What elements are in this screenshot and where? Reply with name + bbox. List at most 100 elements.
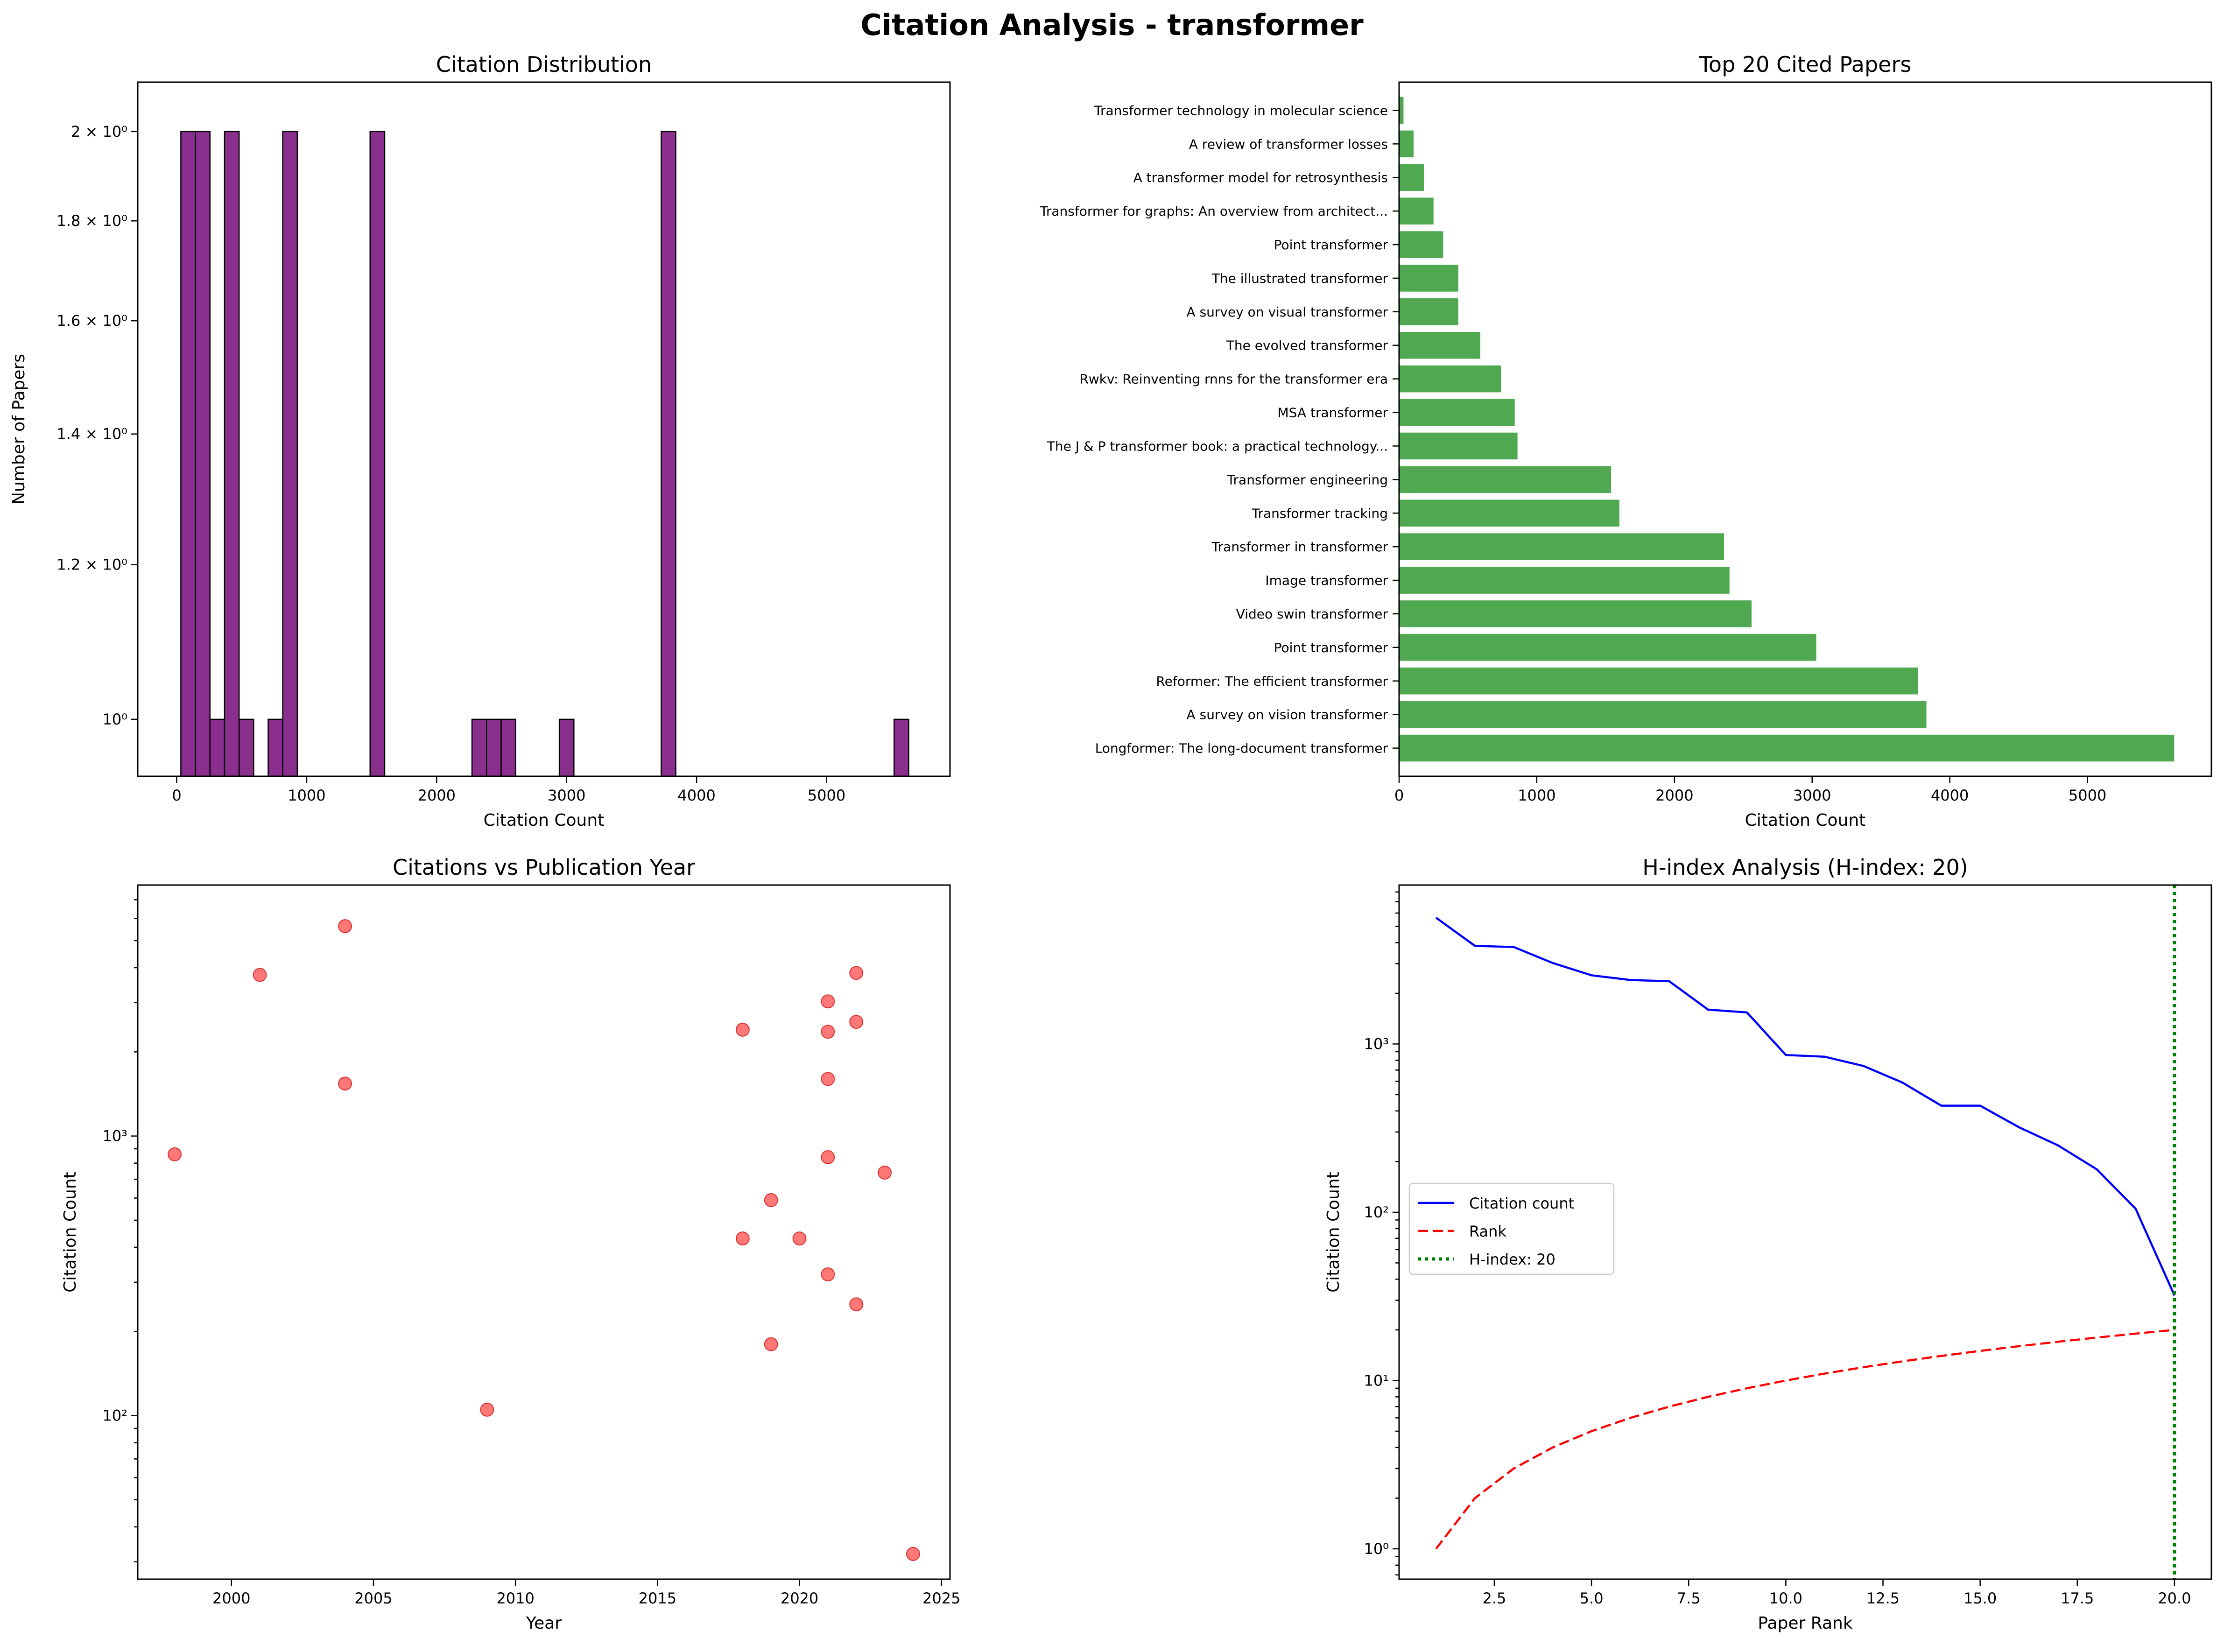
scatter-point (849, 1297, 864, 1312)
x-axis-label: Citation Count (1745, 811, 1866, 830)
panel-h-index: 2.5 5.0 7.5 10.0 12.5 15.0 17.5 20.0 10⁰ 10¹ 10² 10… (1324, 855, 2212, 1633)
axes-frame (137, 81, 951, 777)
bar-11 (1399, 399, 1515, 426)
panel-top-cited-papers: Longformer: The long-document transforme… (1040, 52, 2212, 830)
scatter-point (735, 1022, 750, 1037)
y-tick-label: 10⁰ (1364, 1540, 1389, 1558)
bar-10 (1399, 432, 1518, 460)
paper-label: Point transformer (1274, 640, 1388, 655)
bar-4 (1399, 634, 1816, 661)
paper-label: MSA transformer (1277, 405, 1388, 421)
bar-5 (1399, 600, 1752, 627)
paper-label: Rwkv: Reinventing rnns for the transform… (1079, 372, 1388, 387)
y-tick-label: 10¹ (1364, 1371, 1389, 1389)
paper-label: A review of transformer losses (1189, 136, 1388, 152)
legend-label: Citation count (1469, 1195, 1574, 1212)
histogram-bar (282, 131, 298, 777)
histogram-bar (486, 718, 502, 777)
y-tick-label: 1.2 × 10⁰ (56, 556, 127, 574)
histogram-bar (558, 718, 575, 777)
scatter-point (764, 1193, 778, 1207)
paper-label: The evolved transformer (1226, 338, 1388, 353)
paper-label: The J & P transformer book: a practical … (1047, 438, 1388, 454)
y-axis-label: Citation Count (61, 1172, 80, 1293)
y-axis-label: Citation Count (1324, 1172, 1343, 1293)
x-tick-label: 3000 (1793, 787, 1831, 804)
scatter-point (735, 1231, 750, 1246)
scatter-point (168, 1147, 182, 1161)
x-tick-label: 2005 (354, 1589, 392, 1607)
x-tick-label: 2010 (496, 1589, 534, 1607)
y-tick-label: 1.4 × 10⁰ (56, 425, 127, 443)
scatter-point (338, 919, 352, 934)
x-axis-label: Paper Rank (1758, 1614, 1852, 1633)
x-tick-label: 2000 (1655, 787, 1693, 804)
figure-title: Citation Analysis - transformer (860, 8, 1364, 42)
bar-14 (1399, 298, 1458, 325)
bar-13 (1399, 331, 1480, 359)
x-tick-label: 3000 (548, 787, 585, 804)
x-tick-label: 2025 (922, 1589, 960, 1607)
y-tick-label: 10⁰ (102, 710, 127, 728)
scatter-point (338, 1076, 352, 1091)
paper-label: Transformer in transformer (1211, 539, 1388, 555)
panel-citations-vs-year: 2000 2005 2010 2015 2020 2025 10² 10³ Citations … (61, 855, 960, 1633)
histogram-bar (661, 131, 676, 777)
y-tick-label: 2 × 10⁰ (71, 123, 127, 141)
x-tick-label: 4000 (677, 787, 715, 804)
x-axis-label: Year (526, 1614, 562, 1633)
x-tick-label: 1000 (1518, 787, 1555, 804)
paper-label: Transformer tracking (1252, 506, 1388, 521)
y-tick-label: 10² (102, 1407, 127, 1425)
y-axis-label: Number of Papers (9, 354, 28, 505)
histogram-bar (195, 131, 211, 777)
bar-8 (1399, 499, 1619, 527)
scatter-point (764, 1337, 778, 1351)
scatter-point (792, 1231, 807, 1246)
paper-label: Transformer engineering (1227, 472, 1388, 487)
x-tick-label: 2020 (781, 1589, 818, 1607)
y-tick-label: 1.8 × 10⁰ (56, 212, 127, 230)
bar-17 (1399, 197, 1434, 225)
x-tick-label: 15.0 (1964, 1589, 1997, 1607)
x-tick-label: 0 (172, 787, 181, 804)
panel-citation-distribution: 0 1000 2000 3000 4000 5000 10⁰ 1.2 × 10⁰ 1.4 × 1… (9, 52, 951, 830)
bar-1 (1399, 734, 2175, 762)
axes-frame (1398, 81, 2212, 777)
bar-3 (1399, 668, 1918, 695)
scatter-point (878, 1165, 892, 1180)
legend-box (1408, 1182, 1615, 1275)
x-tick-label: 4000 (1931, 787, 1969, 804)
bar-7 (1399, 533, 1724, 560)
x-tick-label: 5000 (2069, 787, 2106, 804)
paper-label: Image transformer (1265, 573, 1388, 588)
scatter-point (849, 1015, 864, 1029)
x-axis-label: Citation Count (484, 811, 605, 830)
paper-label: Transformer technology in molecular scie… (1094, 103, 1388, 118)
histogram-bar (267, 718, 283, 777)
bar-9 (1399, 466, 1612, 493)
scatter-point (821, 1072, 835, 1086)
histogram-bar (238, 718, 254, 777)
legend-label: H-index: 20 (1469, 1251, 1555, 1268)
histogram-bar (224, 131, 240, 777)
legend-label: Rank (1469, 1223, 1506, 1240)
scatter-point (821, 1025, 835, 1039)
paper-label: Point transformer (1274, 237, 1388, 253)
x-tick-label: 0 (1394, 787, 1404, 804)
scatter-point (821, 1267, 835, 1282)
histogram-bar (180, 131, 196, 777)
bar-18 (1399, 164, 1424, 191)
x-tick-label: 5.0 (1580, 1589, 1604, 1607)
series-line-1 (1435, 917, 2175, 1296)
axes-frame (1398, 884, 2212, 1580)
paper-label: Transformer for graphs: An overview from… (1040, 204, 1388, 219)
paper-label: The illustrated transformer (1211, 271, 1388, 286)
panel-title: H-index Analysis (H-index: 20) (1642, 855, 1968, 880)
histogram-bar (471, 718, 487, 777)
histogram-bar (500, 718, 516, 777)
bar-20 (1399, 97, 1404, 124)
bar-15 (1399, 265, 1458, 292)
panel-title: Top 20 Cited Papers (1699, 52, 1912, 77)
scatter-point (821, 994, 835, 1009)
